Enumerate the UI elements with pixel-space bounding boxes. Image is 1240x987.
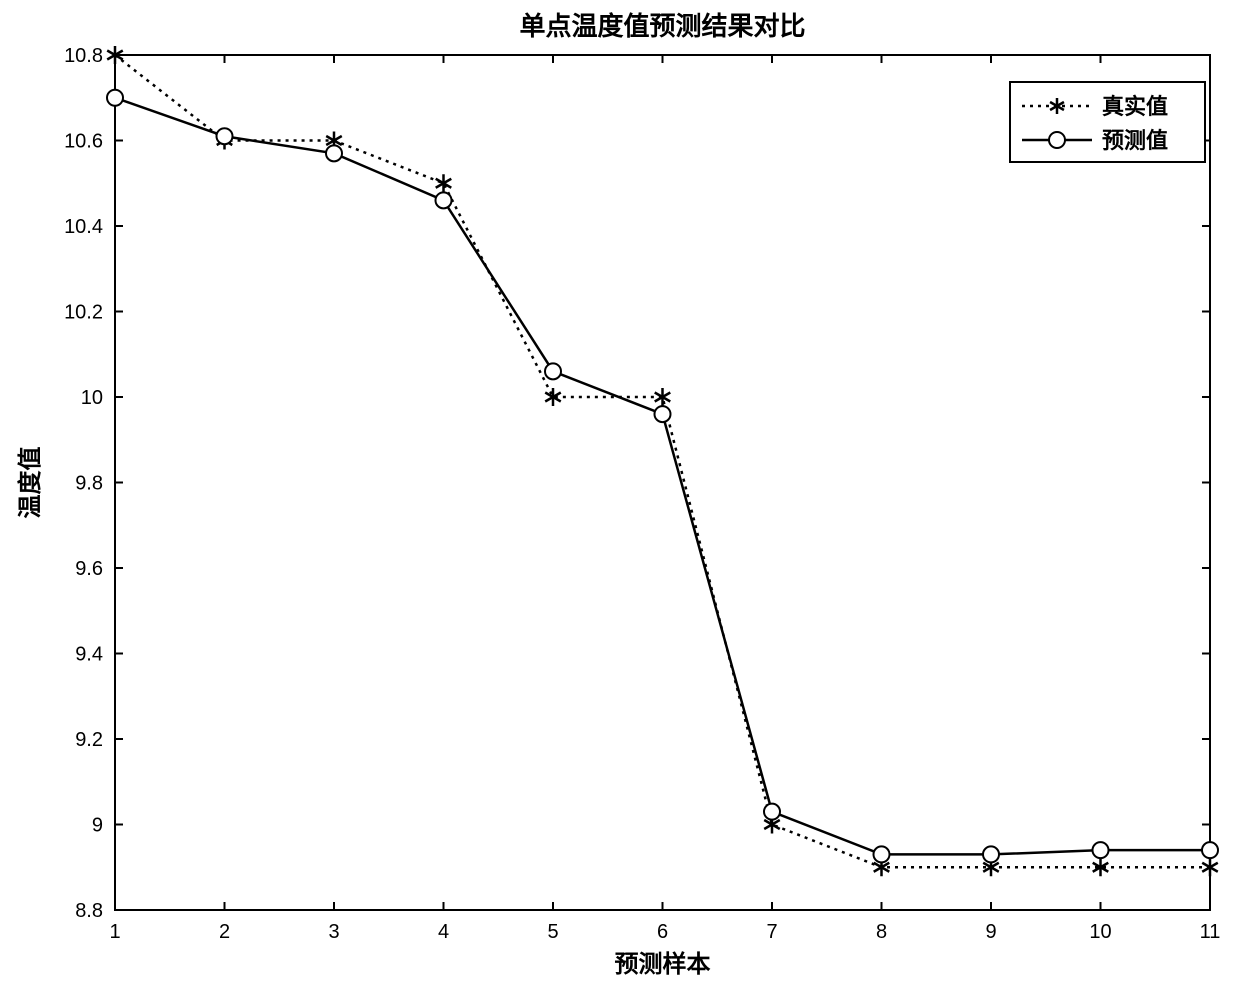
x-tick-label: 1: [109, 921, 120, 943]
circle-marker-icon: [764, 804, 780, 820]
x-tick-label: 3: [328, 921, 339, 943]
asterisk-marker-icon: [545, 388, 561, 406]
x-tick-label: 10: [1089, 921, 1111, 943]
y-tick-label: 9.4: [75, 644, 103, 666]
y-tick-label: 9: [92, 815, 103, 837]
x-tick-label: 4: [438, 921, 449, 943]
chart-container: 1 2 3 4 5 6 7 8 9 10 11 8.8 9 9.2 9.4 9.6 9.8 10 10.2 10.4 1…: [0, 0, 1240, 987]
circle-marker-icon: [436, 192, 452, 208]
y-tick-label: 10: [81, 387, 103, 409]
y-axis-label: 温度值: [16, 447, 44, 519]
x-axis-label: 预测样本: [615, 950, 711, 978]
legend-label-1: 预测值: [1102, 128, 1168, 153]
y-tick-label: 10.6: [64, 131, 103, 153]
x-tick-label: 11: [1200, 921, 1221, 943]
circle-marker-icon: [107, 90, 123, 106]
chart-svg: 1 2 3 4 5 6 7 8 9 10 11 8.8 9 9.2 9.4 9.6 9.8 10 10.2 10.4 1…: [0, 0, 1240, 987]
series-line-1: [115, 98, 1210, 855]
x-tick-label: 6: [657, 921, 668, 943]
legend-label-0: 真实值: [1102, 94, 1168, 119]
y-tick-label: 10.2: [64, 302, 103, 324]
y-tick-label: 9.2: [75, 729, 103, 751]
asterisk-marker-icon: [655, 388, 671, 406]
x-tick-label: 8: [876, 921, 887, 943]
circle-marker-icon: [217, 128, 233, 144]
x-tick-label: 7: [766, 921, 777, 943]
circle-marker-icon: [874, 846, 890, 862]
circle-marker-icon: [1093, 842, 1109, 858]
asterisk-marker-icon: [436, 174, 452, 192]
circle-marker-icon: [326, 145, 342, 161]
y-tick-label: 8.8: [75, 900, 103, 922]
x-tick-label: 2: [219, 921, 230, 943]
circle-marker-icon: [655, 406, 671, 422]
x-tick-label: 9: [985, 921, 996, 943]
x-tick-label: 5: [547, 921, 558, 943]
legend-circle-icon: [1049, 132, 1065, 148]
circle-marker-icon: [983, 846, 999, 862]
series-line-0: [115, 55, 1210, 867]
plot-border: [115, 55, 1210, 910]
y-tick-label: 10.4: [64, 216, 103, 238]
y-tick-label: 10.8: [64, 45, 103, 67]
chart-title: 单点温度值预测结果对比: [519, 11, 805, 41]
y-tick-label: 9.8: [75, 473, 103, 495]
asterisk-marker-icon: [1202, 858, 1218, 876]
circle-marker-icon: [545, 363, 561, 379]
y-tick-label: 9.6: [75, 558, 103, 580]
circle-marker-icon: [1202, 842, 1218, 858]
